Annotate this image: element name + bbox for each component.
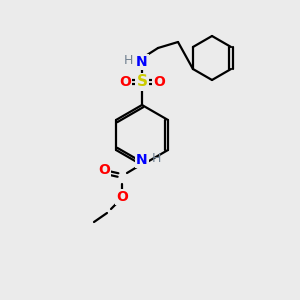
Text: H: H [123,55,133,68]
Text: O: O [98,163,110,177]
Text: S: S [136,74,148,89]
Text: H: H [151,152,161,166]
Text: O: O [116,190,128,204]
Text: N: N [136,153,148,167]
Text: O: O [119,75,131,89]
Text: N: N [136,55,148,69]
Text: O: O [153,75,165,89]
